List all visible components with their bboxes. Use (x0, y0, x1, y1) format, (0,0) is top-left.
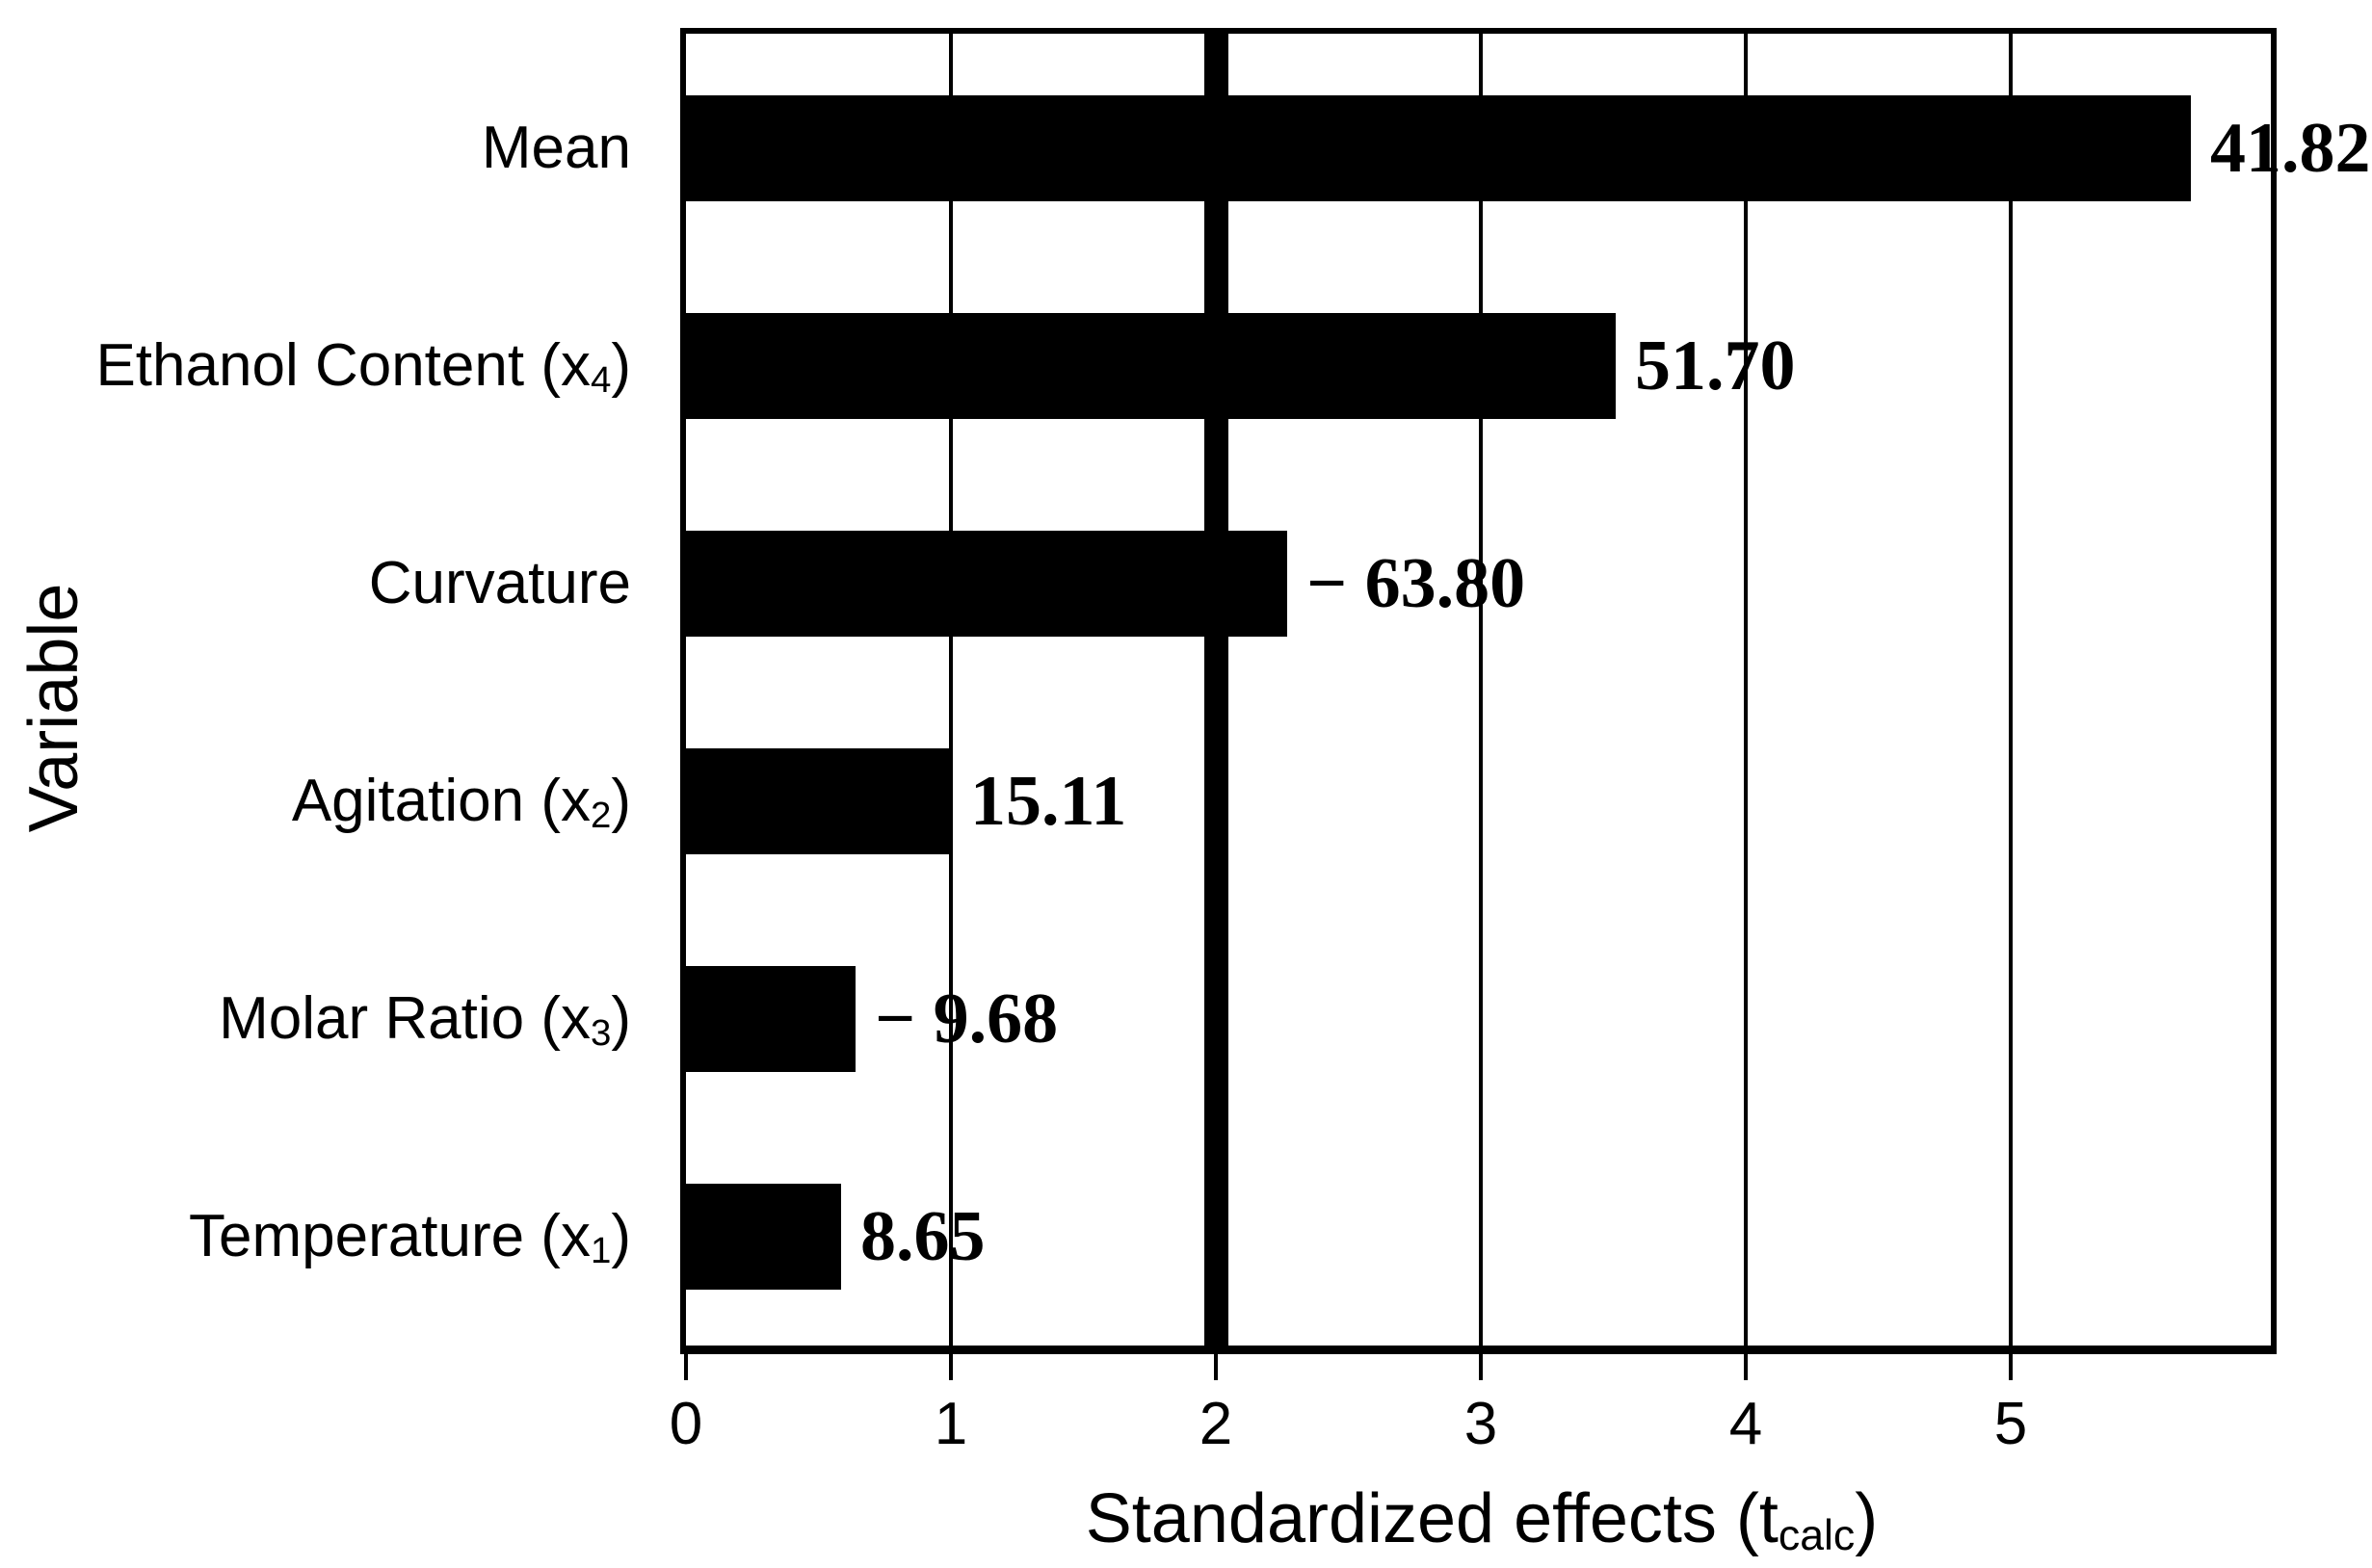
x-axis-tick-4 (1744, 1354, 1748, 1380)
category-label: Ethanol Content (x4) (95, 327, 631, 405)
bar (686, 1184, 841, 1290)
category-label: Temperature (x1) (189, 1198, 631, 1275)
category-label-text: Temperature (x (189, 1203, 591, 1269)
bar-value-label: − 63.80 (1306, 544, 1526, 623)
significance-threshold-line (1204, 34, 1228, 1346)
category-label-text: Ethanol Content (x (95, 332, 591, 399)
x-axis-tick-label: 0 (669, 1391, 703, 1457)
x-axis-tick-label: 4 (1728, 1391, 1763, 1457)
bar-value-label: 15.11 (970, 762, 1127, 841)
gridline-x-5 (2009, 34, 2013, 1346)
x-axis-tick-label: 3 (1463, 1391, 1498, 1457)
category-label-subscript: 2 (590, 794, 612, 836)
category-label-subscript: 1 (590, 1229, 612, 1271)
category-label-close: ) (611, 768, 631, 834)
x-axis-title-text: Standardized effects (t (1085, 1480, 1779, 1557)
category-label-subscript: 3 (590, 1011, 612, 1054)
gridline-x-4 (1744, 34, 1748, 1346)
bar (686, 748, 951, 854)
category-label-text: Mean (481, 115, 631, 181)
x-axis-tick-label: 1 (934, 1391, 968, 1457)
x-axis-tick-label: 5 (1993, 1391, 2028, 1457)
category-label: Agitation (x2) (292, 763, 631, 840)
bar-value-label: − 9.68 (875, 980, 1059, 1058)
x-axis-tick-label: 2 (1199, 1391, 1233, 1457)
category-label: Mean (482, 110, 631, 187)
x-axis-tick-2 (1214, 1354, 1218, 1380)
x-axis-tick-5 (2009, 1354, 2013, 1380)
category-label-close: ) (611, 1203, 631, 1269)
x-axis-title-close: ) (1855, 1480, 1879, 1557)
category-label-close: ) (611, 332, 631, 399)
bar-value-label: 8.65 (860, 1197, 986, 1276)
gridline-x-1 (949, 34, 953, 1346)
bar-value-label: 51.70 (1635, 327, 1796, 405)
bar (686, 531, 1287, 637)
gridline-x-3 (1479, 34, 1483, 1346)
x-axis-title-subscript: calc (1778, 1512, 1856, 1560)
bar (686, 313, 1616, 419)
plot-area: 41.82 51.70 − 63.80 15.11 − 9.68 8.65 (680, 28, 2371, 1354)
bar-value-label: 41.82 (2210, 109, 2371, 188)
x-axis-tick-1 (949, 1354, 953, 1380)
category-label-subscript: 4 (590, 358, 612, 401)
x-axis-tick-3 (1479, 1354, 1483, 1380)
category-label-text: Agitation (x (291, 768, 591, 834)
category-label: Molar Ratio (x3) (219, 980, 631, 1058)
bar (686, 95, 2191, 201)
bar (686, 966, 856, 1072)
category-label-close: ) (611, 985, 631, 1052)
category-label-text: Curvature (368, 550, 631, 616)
x-axis-title: Standardized effects (tcalc) (1056, 1476, 1908, 1562)
y-axis-title: Variable (15, 583, 92, 833)
category-label: Curvature (369, 545, 631, 622)
category-label-text: Molar Ratio (x (219, 985, 591, 1052)
x-axis-tick-0 (684, 1354, 688, 1380)
